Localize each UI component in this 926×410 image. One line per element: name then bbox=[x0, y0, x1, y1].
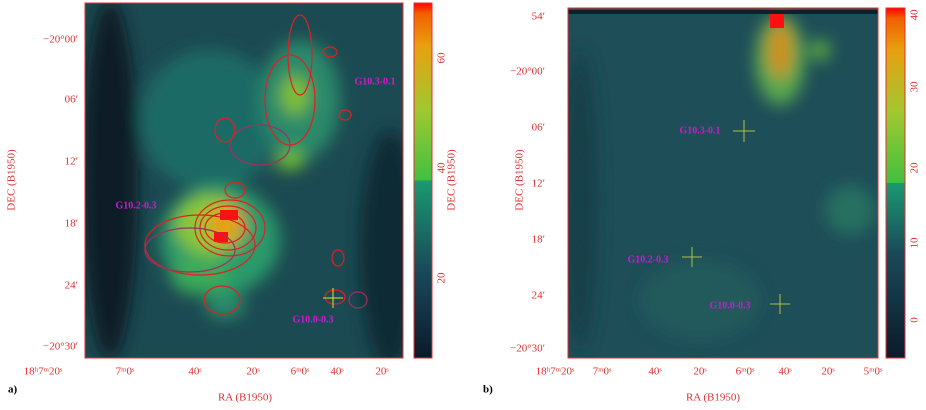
x-axis-label: RA (B1950) bbox=[218, 392, 272, 404]
ra-tick-label: 6ᵐ0ˢ bbox=[291, 366, 310, 378]
y-axis-label: DEC (B1950) bbox=[514, 149, 526, 211]
image-b bbox=[568, 8, 878, 358]
colorbar-tick-label: 40 bbox=[909, 9, 921, 21]
ra-tick-label: 40ˢ bbox=[778, 366, 792, 378]
dec-tick-label: 18′ bbox=[532, 234, 545, 246]
dec-tick-label: 06′ bbox=[532, 122, 545, 134]
ra-tick-label: 7ᵐ0ˢ bbox=[116, 366, 135, 378]
colorbar-tick-label: 60 bbox=[436, 52, 448, 64]
frame-a bbox=[84, 2, 404, 359]
dec-tick-label: 54′ bbox=[532, 11, 545, 23]
ra-tick-label: 18ʰ7ᵐ20ˢ bbox=[24, 366, 63, 378]
source-label: G10.3-0.1 bbox=[354, 76, 395, 87]
source-label: G10.2-0.3 bbox=[115, 200, 156, 211]
source-label: G10.0-0.3 bbox=[292, 314, 333, 325]
dec-tick-label: 06′ bbox=[65, 94, 78, 106]
colorbar-tick-label: 10 bbox=[909, 237, 921, 249]
source-label: G10.3-0.1 bbox=[679, 125, 720, 136]
colorbar-b bbox=[885, 7, 906, 359]
x-axis-label: RA (B1950) bbox=[686, 392, 740, 404]
ra-tick-label: 40ˢ bbox=[188, 366, 202, 378]
image-a bbox=[85, 3, 403, 358]
source-label: G10.0-0.3 bbox=[709, 300, 750, 311]
ra-tick-label: 20ˢ bbox=[375, 366, 389, 378]
right-axis-label: DEC (B1950) bbox=[446, 149, 458, 211]
ra-tick-label: 7ᵐ0ˢ bbox=[593, 366, 612, 378]
dec-tick-label: −20°00′ bbox=[510, 66, 545, 78]
colorbar-tick-label: 40 bbox=[436, 162, 448, 174]
ra-tick-label: 18ʰ7ᵐ20ˢ bbox=[536, 366, 575, 378]
ra-tick-label: 40ˢ bbox=[330, 366, 344, 378]
dec-tick-label: −20°30′ bbox=[510, 343, 545, 355]
y-axis-label: DEC (B1950) bbox=[6, 149, 18, 211]
colorbar-tick-label: 30 bbox=[909, 81, 921, 93]
dec-tick-label: −20°00′ bbox=[43, 34, 78, 46]
dec-tick-label: 24′ bbox=[532, 290, 545, 302]
dec-tick-label: 18′ bbox=[65, 218, 78, 230]
frame-b bbox=[567, 7, 879, 359]
ra-tick-label: 5ᵐ0ˢ bbox=[864, 366, 883, 378]
colorbar-tick-label: 0 bbox=[909, 317, 921, 323]
dec-tick-label: −20°30′ bbox=[43, 341, 78, 353]
dec-tick-label: 24′ bbox=[65, 280, 78, 292]
colorbar-tick-label: 20 bbox=[436, 272, 448, 284]
ra-tick-label: 20ˢ bbox=[693, 366, 707, 378]
colorbar-tick-label: 20 bbox=[909, 162, 921, 174]
colorbar-a bbox=[413, 2, 433, 359]
dec-tick-label: 12′ bbox=[65, 156, 78, 168]
panel-label: b) bbox=[483, 384, 493, 396]
ra-tick-label: 20ˢ bbox=[246, 366, 260, 378]
ra-tick-label: 40ˢ bbox=[648, 366, 662, 378]
dec-tick-label: 12′ bbox=[532, 178, 545, 190]
ra-tick-label: 20ˢ bbox=[821, 366, 835, 378]
ra-tick-label: 6ᵐ0ˢ bbox=[736, 366, 755, 378]
panel-label: a) bbox=[8, 384, 18, 396]
source-label: G10.2-0.3 bbox=[627, 254, 668, 265]
